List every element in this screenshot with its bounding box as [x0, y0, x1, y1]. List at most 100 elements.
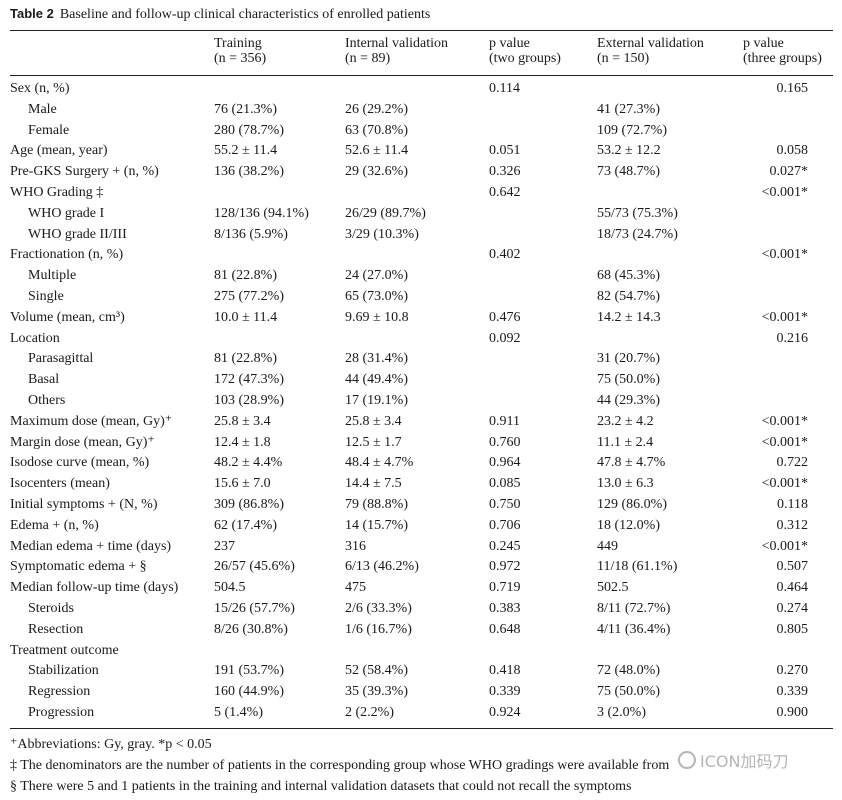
- table-row: WHO grade I 128/136 (94.1%) 26/29 (89.7%) 5…: [0, 204, 842, 225]
- cell-p-two-groups: 0.114: [489, 81, 520, 96]
- cell-p-two-groups: 0.339: [489, 684, 521, 700]
- cell-training: 12.4 ± 1.8: [214, 434, 271, 450]
- cell-p-two-groups: 0.383: [489, 600, 521, 616]
- table-row: Isocenters (mean) 15.6 ± 7.0 14.4 ± 7.5 0.0…: [0, 474, 842, 495]
- cell-training: 504.5: [214, 580, 246, 596]
- row-label: Others: [28, 392, 66, 408]
- footnote-abbreviations: ⁺Abbreviations: Gy, gray. *p < 0.05: [10, 737, 212, 752]
- cell-internal-validation: 79 (88.8%): [345, 496, 408, 512]
- cell-internal-validation: 316: [345, 538, 366, 554]
- cell-p-three-groups: 0.058: [776, 143, 809, 159]
- cell-p-two-groups: 0.964: [489, 455, 521, 471]
- cell-p-three-groups: 0.216: [776, 330, 809, 346]
- row-label: WHO Grading ‡: [10, 184, 104, 200]
- table-row: Treatment outcome: [0, 641, 842, 662]
- row-label: Parasagittal: [28, 351, 94, 367]
- cell-p-three-groups: <0.001*: [761, 184, 808, 200]
- cell-p-two-groups: 0.648: [489, 621, 521, 637]
- cell-internal-validation: 2/6 (33.3%): [345, 600, 412, 616]
- cell-external-validation: 3 (2.0%): [597, 704, 646, 720]
- cell-external-validation: 109 (72.7%): [597, 122, 667, 138]
- header-training: Training (n = 356): [214, 36, 267, 66]
- cell-internal-validation: 6/13 (46.2%): [345, 559, 419, 575]
- cell-external-validation: 75 (50.0%): [597, 372, 660, 388]
- cell-training: 191 (53.7%): [214, 663, 284, 679]
- table-row: Stabilization 191 (53.7%) 52 (58.4%) 0.418 7…: [0, 661, 842, 682]
- cell-external-validation: 449: [597, 538, 618, 554]
- cell-p-two-groups: 0.706: [489, 517, 521, 533]
- cell-internal-validation: 9.69 ± 10.8: [345, 309, 409, 325]
- header-rule: [10, 75, 833, 76]
- row-label: Basal: [28, 372, 60, 388]
- cell-p-two-groups: 0.418: [489, 663, 521, 679]
- table-row: WHO Grading ‡ 0.642 <0.001*: [0, 183, 842, 204]
- cell-external-validation: 18 (12.0%): [597, 517, 660, 533]
- cell-external-validation: 55/73 (75.3%): [597, 205, 678, 221]
- cell-p-two-groups: 0.402: [489, 247, 521, 263]
- row-label: Isodose curve (mean, %): [10, 455, 150, 471]
- table-row: Progression 5 (1.4%) 2 (2.2%) 0.924 3 (2.0%)…: [0, 703, 842, 724]
- cell-training: 280 (78.7%): [214, 122, 284, 138]
- cell-p-three-groups: 0.464: [776, 580, 809, 596]
- cell-p-two-groups: 0.911: [489, 413, 520, 429]
- table-row: Volume (mean, cm³) 10.0 ± 11.4 9.69 ± 10.8…: [0, 308, 842, 329]
- table-row: Median follow-up time (days) 504.5 475 0.71…: [0, 578, 842, 599]
- cell-external-validation: 14.2 ± 14.3: [597, 309, 661, 325]
- table-row: Basal 172 (47.3%) 44 (49.4%) 75 (50.0%): [0, 370, 842, 391]
- cell-internal-validation: 25.8 ± 3.4: [345, 413, 402, 429]
- row-label: Female: [28, 122, 70, 138]
- cell-p-three-groups: 0.900: [776, 704, 809, 720]
- cell-training: 5 (1.4%): [214, 704, 263, 720]
- cell-internal-validation: 65 (73.0%): [345, 288, 408, 304]
- table-row: Female 280 (78.7%) 63 (70.8%) 109 (72.7%): [0, 121, 842, 142]
- cell-internal-validation: 52 (58.4%): [345, 663, 408, 679]
- cell-external-validation: 129 (86.0%): [597, 496, 667, 512]
- cell-p-three-groups: <0.001*: [761, 413, 808, 429]
- cell-training: 8/26 (30.8%): [214, 621, 288, 637]
- footnote-symptoms: § There were 5 and 1 patients in the tra…: [10, 779, 632, 794]
- cell-training: 275 (77.2%): [214, 288, 284, 304]
- cell-external-validation: 4/11 (36.4%): [597, 621, 671, 637]
- row-label: Isocenters (mean): [10, 476, 110, 492]
- cell-p-two-groups: 0.092: [489, 330, 521, 346]
- cell-external-validation: 11.1 ± 2.4: [597, 434, 654, 450]
- table-row: Initial symptoms + (N, %) 309 (86.8%) 79 (…: [0, 495, 842, 516]
- cell-training: 76 (21.3%): [214, 101, 277, 117]
- cell-internal-validation: 3/29 (10.3%): [345, 226, 419, 242]
- row-label: Pre-GKS Surgery + (n, %): [10, 164, 159, 180]
- cell-training: 128/136 (94.1%): [214, 205, 309, 221]
- cell-p-two-groups: 0.476: [489, 309, 521, 325]
- row-label: Male: [28, 101, 57, 117]
- header-p-two-groups: p value (two groups): [489, 36, 561, 66]
- table-row: Edema + (n, %) 62 (17.4%) 14 (15.7%) 0.706 1…: [0, 516, 842, 537]
- cell-internal-validation: 14 (15.7%): [345, 517, 408, 533]
- row-label: Regression: [28, 684, 91, 700]
- row-label: Maximum dose (mean, Gy)⁺: [10, 413, 173, 429]
- row-label: Age (mean, year): [10, 143, 108, 159]
- cell-p-three-groups: 0.274: [776, 600, 809, 616]
- table-row: Single 275 (77.2%) 65 (73.0%) 82 (54.7%): [0, 287, 842, 308]
- table-row: Regression 160 (44.9%) 35 (39.3%) 0.339 75 (…: [0, 682, 842, 703]
- row-label: Single: [28, 288, 64, 304]
- cell-internal-validation: 17 (19.1%): [345, 392, 408, 408]
- cell-training: 62 (17.4%): [214, 517, 277, 533]
- cell-internal-validation: 35 (39.3%): [345, 684, 408, 700]
- cell-p-two-groups: 0.326: [489, 164, 521, 180]
- row-label: Sex (n, %): [10, 81, 70, 96]
- row-label: Initial symptoms + (N, %): [10, 496, 158, 512]
- table-body: Sex (n, %) 0.114 0.165 Male 76 (21.3%) 26 (29…: [0, 79, 842, 724]
- cell-training: 81 (22.8%): [214, 351, 277, 367]
- cell-external-validation: 75 (50.0%): [597, 684, 660, 700]
- cell-training: 8/136 (5.9%): [214, 226, 288, 242]
- row-label: Multiple: [28, 268, 77, 284]
- table-row: WHO grade II/III 8/136 (5.9%) 3/29 (10.3%)…: [0, 225, 842, 246]
- cell-training: 25.8 ± 3.4: [214, 413, 271, 429]
- table-number: Table 2: [10, 6, 54, 21]
- cell-p-three-groups: 0.805: [776, 621, 809, 637]
- cell-external-validation: 41 (27.3%): [597, 101, 660, 117]
- cell-training: 237: [214, 538, 235, 554]
- row-label: Fractionation (n, %): [10, 247, 124, 263]
- cell-training: 10.0 ± 11.4: [214, 309, 278, 325]
- cell-p-two-groups: 0.924: [489, 704, 521, 720]
- table-row: Multiple 81 (22.8%) 24 (27.0%) 68 (45.3%): [0, 266, 842, 287]
